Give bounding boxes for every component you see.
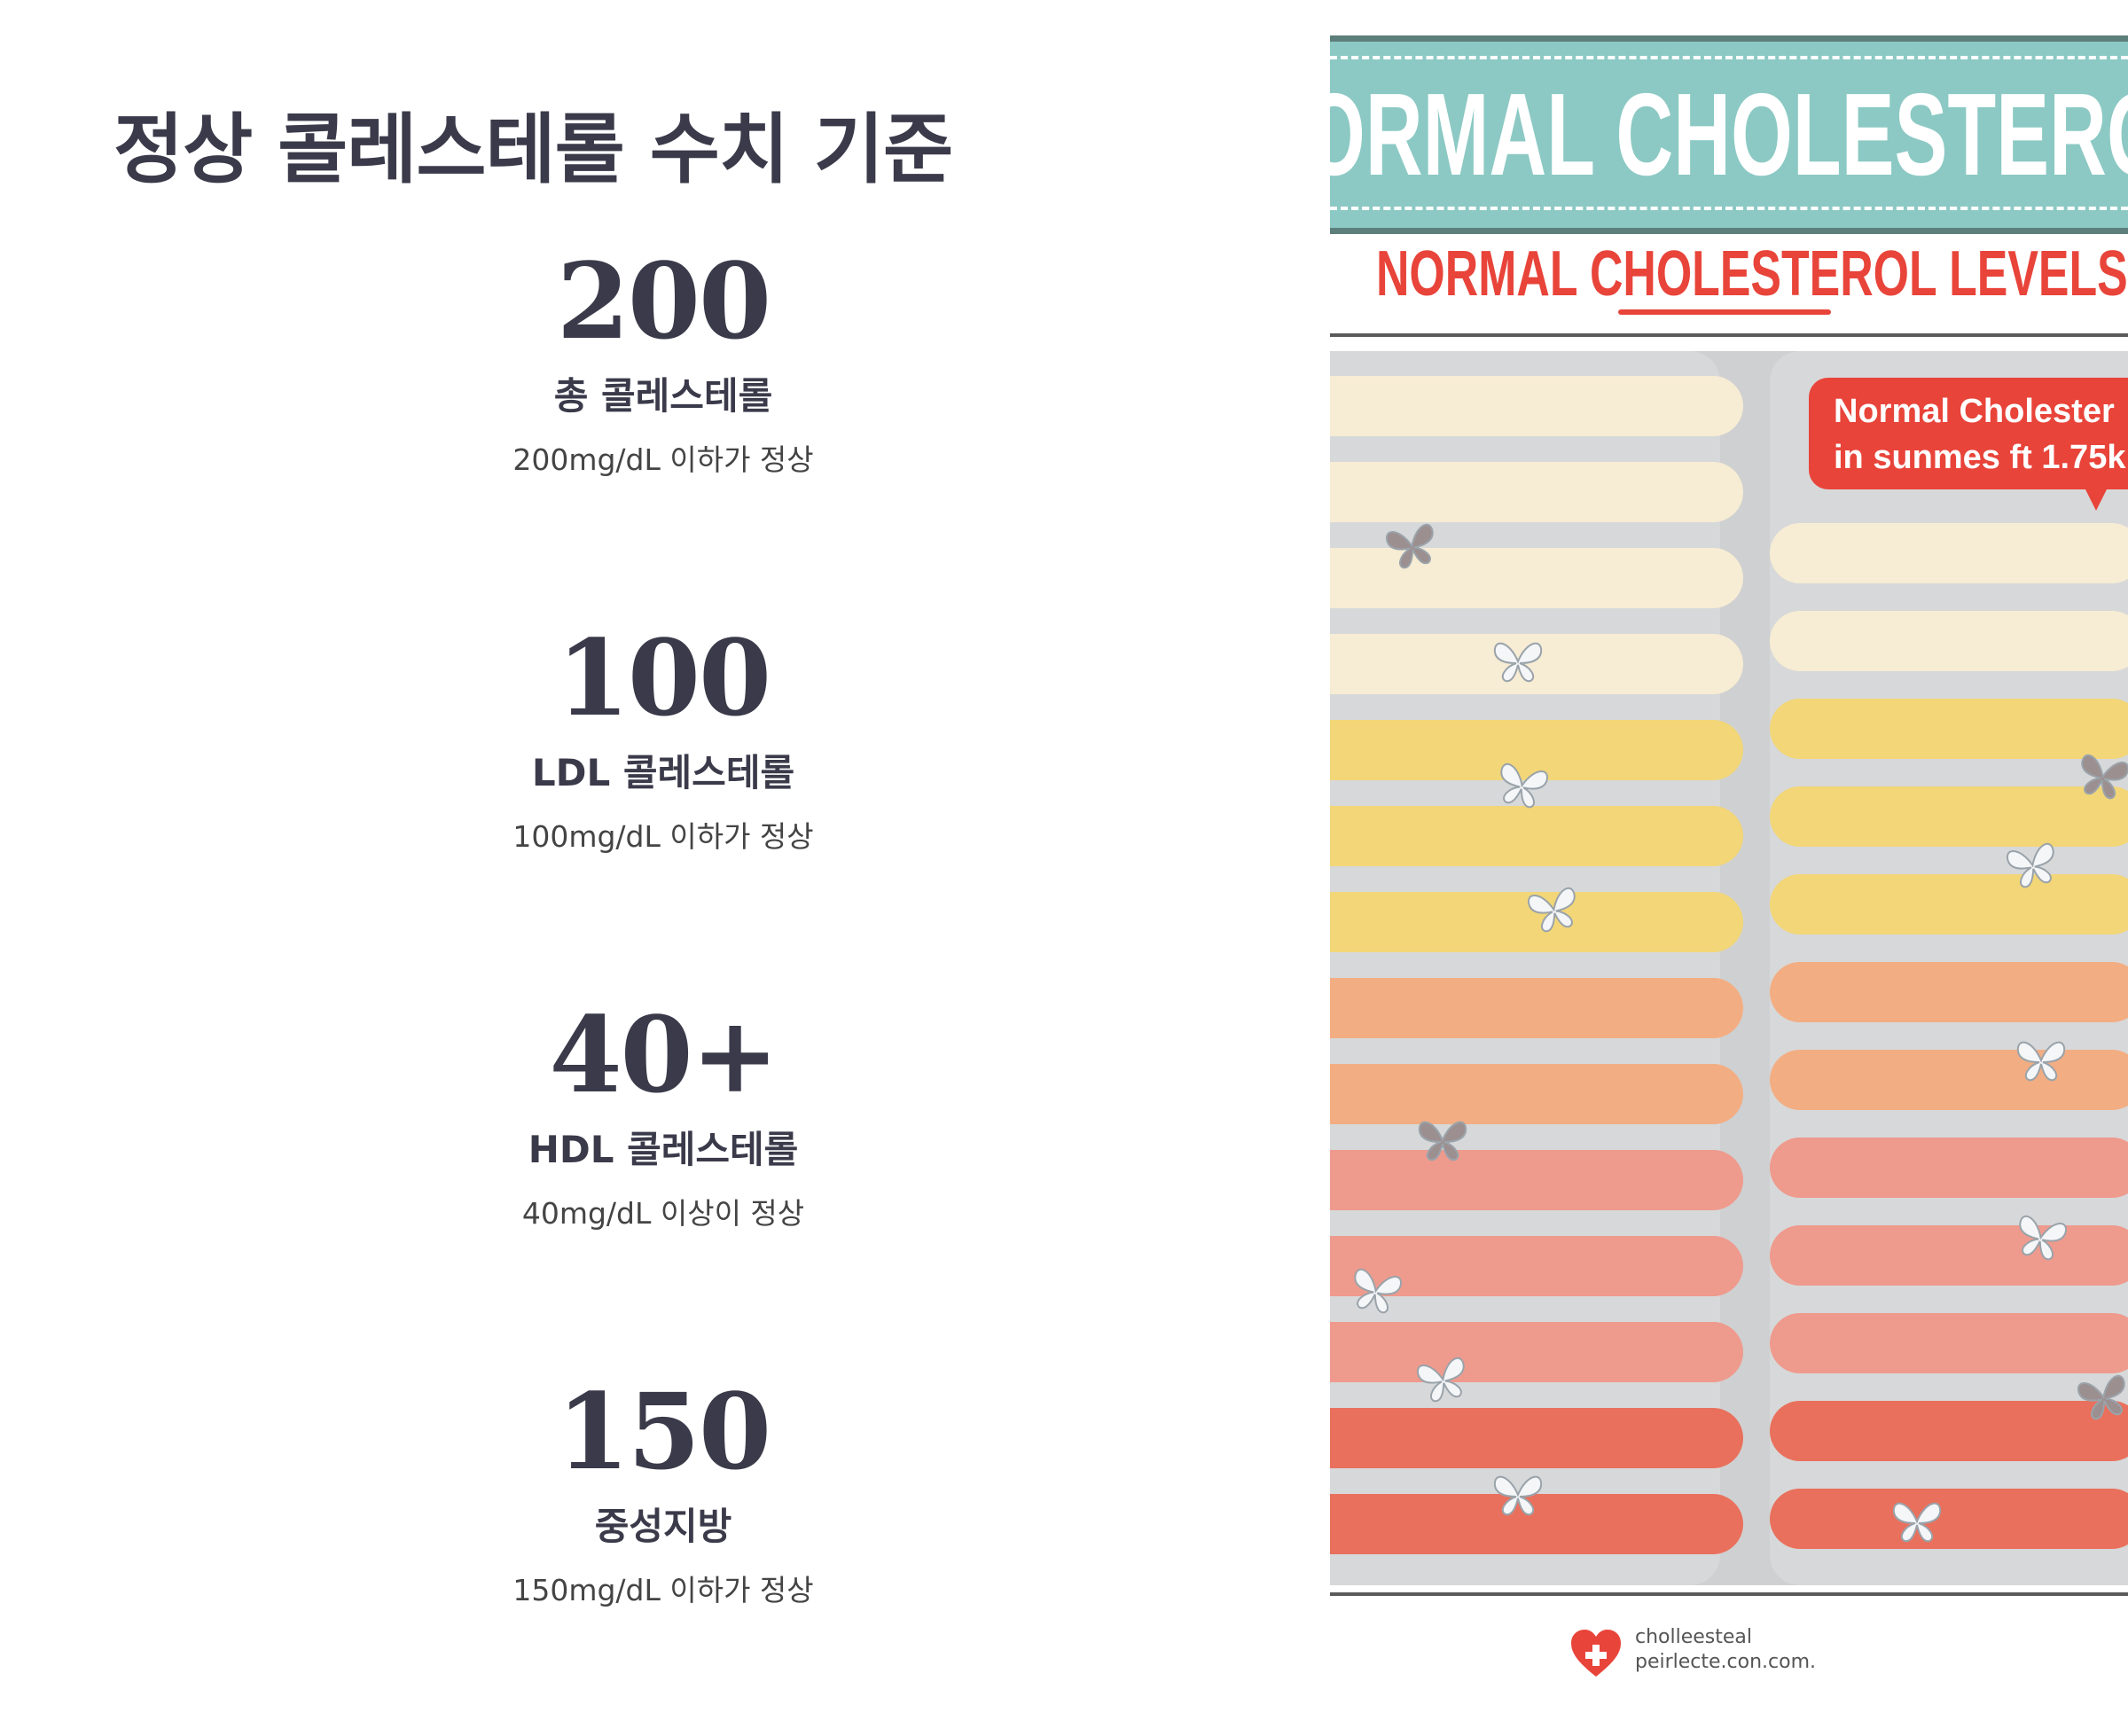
chart-band xyxy=(1330,1494,1743,1554)
butterfly-icon xyxy=(1385,523,1434,569)
subtitle-underline xyxy=(1618,309,1831,315)
butterfly-icon xyxy=(1354,1268,1403,1314)
chart-band xyxy=(1330,806,1743,866)
chart-band xyxy=(1330,978,1743,1038)
chart-band xyxy=(1330,462,1743,522)
poster-banner: ORMAL CHOLESTERO xyxy=(1330,35,2128,234)
stat-label: 총 콜레스테롤 xyxy=(553,374,773,418)
chart-band xyxy=(1330,1064,1743,1124)
cholesterol-poster-image: ORMAL CHOLESTERO NORMAL CHOLESTEROL LEVE… xyxy=(1330,32,2128,1736)
chart-band xyxy=(1770,1313,2128,1373)
stat-total-cholesterol: 200 총 콜레스테롤 200mg/dL 이하가 정상 xyxy=(397,244,929,480)
stat-description: 40mg/dL 이상이 정상 xyxy=(521,1196,805,1231)
chart-band xyxy=(1770,1050,2128,1110)
stat-value: 200 xyxy=(556,239,771,363)
poster-divider xyxy=(1330,1592,2128,1596)
stat-label: LDL 콜레스테롤 xyxy=(531,751,795,794)
chart-band xyxy=(1770,1138,2128,1198)
stat-value: 40+ xyxy=(549,993,778,1116)
butterfly-icon xyxy=(1493,642,1543,683)
butterfly-icon xyxy=(2016,1041,2066,1082)
footer-text: cholleesteal peirlecte.con.com. xyxy=(1635,1625,1816,1675)
chart-band xyxy=(1770,523,2128,583)
stat-value: 150 xyxy=(556,1370,771,1493)
stat-value: 100 xyxy=(556,616,771,739)
chart-band xyxy=(1770,1489,2128,1549)
chart-band xyxy=(1770,611,2128,671)
poster-banner-title: ORMAL CHOLESTERO xyxy=(1330,69,2128,199)
butterfly-icon xyxy=(2081,754,2128,800)
chart-band xyxy=(1770,699,2128,759)
banner-dash-line xyxy=(1330,207,2128,210)
stat-label: 중성지방 xyxy=(594,1505,732,1548)
butterfly-icon xyxy=(1418,1121,1467,1161)
footer-line: peirlecte.con.com. xyxy=(1635,1651,1817,1673)
butterfly-icon xyxy=(1527,887,1576,933)
butterfly-icon xyxy=(1892,1502,1942,1543)
poster-footer: cholleesteal peirlecte.con.com. xyxy=(1569,1623,1924,1694)
stat-triglycerides: 150 중성지방 150mg/dL 이하가 정상 xyxy=(397,1374,929,1610)
chart-band xyxy=(1330,1408,1743,1468)
chart-band xyxy=(1770,1225,2128,1286)
stat-description: 100mg/dL 이하가 정상 xyxy=(512,819,814,854)
chart-band xyxy=(1770,962,2128,1022)
poster-subtitle: NORMAL CHOLESTEROL LEVELS xyxy=(1376,239,2128,309)
stat-description: 150mg/dL 이하가 정상 xyxy=(512,1573,814,1607)
heart-logo-icon xyxy=(1571,1630,1621,1677)
chart-band xyxy=(1330,1322,1743,1382)
butterfly-icon xyxy=(1500,762,1549,809)
speech-bubble-tail xyxy=(2084,486,2108,511)
butterfly-icon xyxy=(2006,842,2054,888)
stat-ldl-cholesterol: 100 LDL 콜레스테롤 100mg/dL 이하가 정상 xyxy=(397,621,929,856)
stat-description: 200mg/dL 이하가 정상 xyxy=(512,442,814,477)
butterfly-icon xyxy=(1416,1357,1465,1403)
bubble-line: Normal Cholester xyxy=(1834,393,2115,430)
banner-dash-line xyxy=(1330,56,2128,59)
bubble-line: in sunmes ft 1.75k xyxy=(1834,439,2126,476)
butterfly-icon xyxy=(2077,1374,2125,1420)
poster-speech-bubble: Normal Cholester in sunmes ft 1.75k xyxy=(1809,378,2128,489)
chart-band xyxy=(1330,720,1743,780)
stat-hdl-cholesterol: 40+ HDL 콜레스테롤 40mg/dL 이상이 정상 xyxy=(397,997,929,1233)
poster-divider xyxy=(1330,333,2128,337)
footer-line: cholleesteal xyxy=(1635,1626,1753,1648)
butterfly-icon xyxy=(1493,1475,1543,1516)
chart-band xyxy=(1330,548,1743,608)
chart-band xyxy=(1330,376,1743,436)
chart-band xyxy=(1770,786,2128,847)
chart-band xyxy=(1770,1401,2128,1461)
stats-column: 정상 콜레스테롤 수치 기준 200 총 콜레스테롤 200mg/dL 이하가 … xyxy=(113,106,953,1610)
page-title: 정상 콜레스테롤 수치 기준 xyxy=(113,106,953,194)
chart-band xyxy=(1330,1150,1743,1210)
butterfly-icon xyxy=(2019,1215,2068,1261)
poster-band-chart xyxy=(1330,351,2128,1585)
stat-label: HDL 콜레스테롤 xyxy=(528,1128,799,1171)
chart-band xyxy=(1770,874,2128,934)
